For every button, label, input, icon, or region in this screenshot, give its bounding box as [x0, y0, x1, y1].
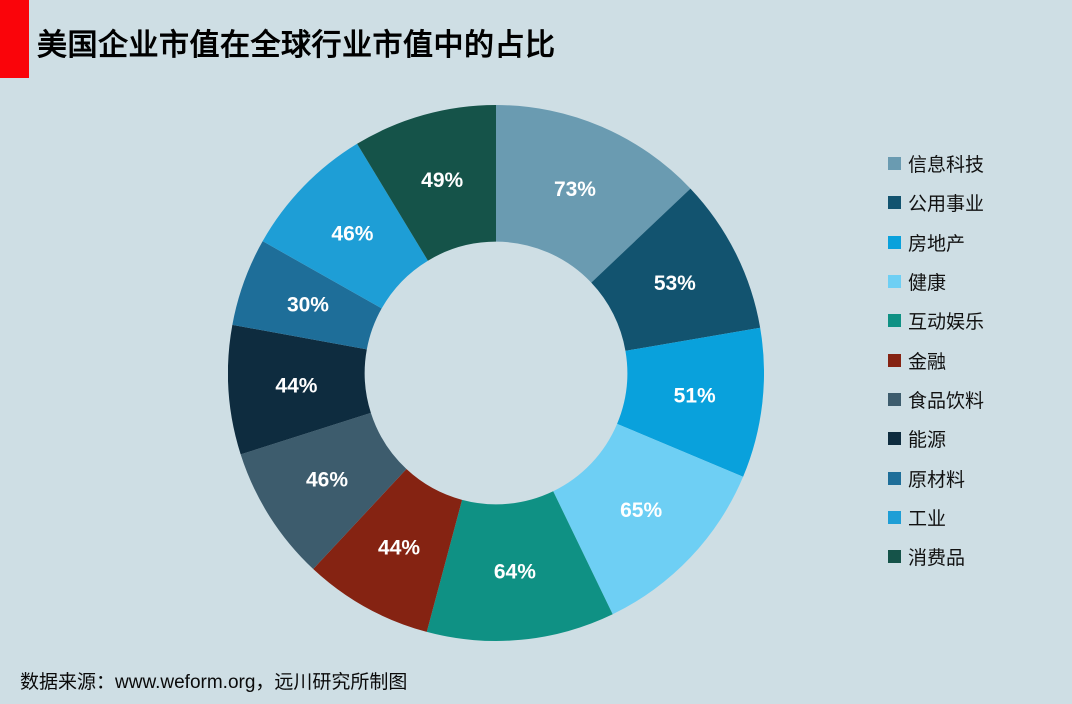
- legend-label: 能源: [908, 430, 947, 452]
- pie-segment-label: 30%: [287, 293, 329, 316]
- legend-swatch-icon: [888, 353, 901, 367]
- legend-item-10: 工业: [888, 498, 984, 537]
- donut-chart: 73% 53% 51% 65% 64% 44% 46% 44% 30% 46% 49%: [228, 105, 764, 641]
- pie-segment-8: [228, 324, 371, 455]
- legend-item-2: 公用事业: [888, 183, 984, 222]
- legend-label: 食品饮料: [908, 390, 985, 412]
- legend-label: 原材料: [908, 469, 966, 491]
- legend-item-11: 消费品: [888, 537, 984, 576]
- legend-label: 健康: [908, 273, 947, 295]
- legend-swatch-icon: [888, 157, 901, 171]
- pie-segment-label: 49%: [421, 169, 463, 192]
- legend-item-7: 食品饮料: [888, 380, 984, 419]
- pie-segment-2: [591, 188, 761, 351]
- legend-swatch-icon: [888, 550, 901, 564]
- legend-swatch-icon: [888, 510, 901, 524]
- legend-swatch-icon: [888, 392, 901, 406]
- legend-swatch-icon: [888, 471, 901, 485]
- pie-segment-6: [313, 469, 463, 632]
- pie-segment-3: [617, 327, 764, 477]
- legend-item-6: 金融: [888, 340, 984, 379]
- legend-label: 公用事业: [908, 194, 985, 216]
- legend-item-4: 健康: [888, 262, 984, 301]
- legend-label: 工业: [908, 508, 947, 530]
- legend-label: 金融: [908, 351, 947, 373]
- pie-segment-5: [426, 491, 613, 641]
- pie-segment-label: 46%: [331, 222, 373, 245]
- pie-segment-label: 44%: [378, 536, 420, 559]
- data-source-note: 数据来源：www.weform.org，远川研究所制图: [20, 672, 408, 693]
- pie-segment-1: [496, 105, 691, 283]
- pie-segment-7: [240, 412, 407, 569]
- chart-legend: 信息科技公用事业房地产健康互动娱乐金融食品饮料能源原材料工业消费品: [888, 144, 984, 576]
- legend-item-8: 能源: [888, 419, 984, 458]
- legend-swatch-icon: [888, 196, 901, 210]
- legend-swatch-icon: [888, 275, 901, 289]
- legend-swatch-icon: [888, 432, 901, 446]
- legend-item-3: 房地产: [888, 223, 984, 262]
- legend-item-1: 信息科技: [888, 144, 984, 183]
- pie-segment-10: [262, 143, 428, 309]
- legend-swatch-icon: [888, 314, 901, 328]
- pie-segment-label: 51%: [674, 384, 716, 407]
- page-title: 美国企业市值在全球行业市值中的占比: [37, 29, 556, 62]
- pie-segment-9: [232, 241, 382, 350]
- pie-segment-4: [553, 423, 744, 615]
- pie-segment-label: 44%: [275, 374, 317, 397]
- pie-segment-label: 53%: [654, 272, 696, 295]
- pie-segment-11: [357, 105, 496, 261]
- legend-item-9: 原材料: [888, 458, 984, 497]
- pie-segment-label: 65%: [620, 499, 662, 522]
- pie-segment-label: 46%: [306, 468, 348, 491]
- legend-label: 房地产: [908, 233, 966, 255]
- legend-label: 信息科技: [908, 155, 985, 177]
- pie-segment-label: 64%: [494, 561, 536, 584]
- legend-label: 互动娱乐: [908, 312, 985, 334]
- pie-segment-label: 73%: [554, 178, 596, 201]
- legend-label: 消费品: [908, 548, 966, 570]
- title-accent-bar: [0, 0, 29, 78]
- legend-item-5: 互动娱乐: [888, 301, 984, 340]
- legend-swatch-icon: [888, 235, 901, 249]
